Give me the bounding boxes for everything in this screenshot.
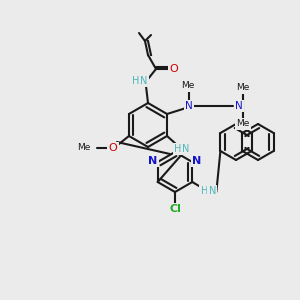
Text: Me: Me — [182, 82, 195, 91]
Text: Cl: Cl — [169, 204, 181, 214]
Text: Me: Me — [78, 143, 91, 152]
Text: N: N — [235, 101, 243, 111]
Text: H: H — [174, 144, 182, 154]
Text: N: N — [148, 155, 158, 166]
Text: N: N — [140, 76, 148, 86]
Text: Me: Me — [236, 119, 250, 128]
Text: N: N — [182, 144, 190, 154]
Text: N: N — [208, 186, 216, 196]
Text: Me: Me — [236, 83, 250, 92]
Text: O: O — [169, 64, 178, 74]
Text: O: O — [109, 143, 117, 153]
Text: H: H — [201, 186, 208, 196]
Text: H: H — [132, 76, 140, 86]
Text: N: N — [192, 155, 202, 166]
Text: N: N — [185, 101, 193, 111]
